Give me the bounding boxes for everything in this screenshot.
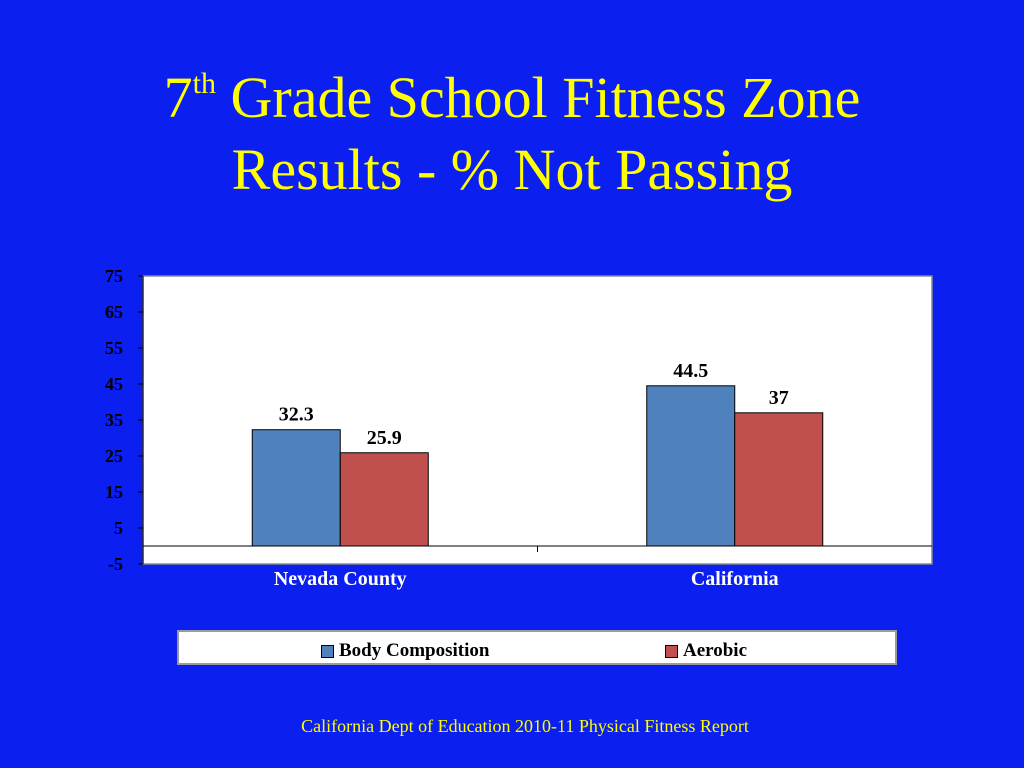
source-note: California Dept of Education 2010-11 Phy… <box>301 716 749 736</box>
chart-legend: Body Composition Aerobic <box>177 630 897 665</box>
bar-aerobic <box>734 412 824 547</box>
bar-aerobic <box>339 452 429 547</box>
bar-body-composition <box>646 385 736 547</box>
y-tick-label: 15 <box>105 482 123 502</box>
data-label: 25.9 <box>367 427 402 449</box>
legend-item-body-composition: Body Composition <box>321 640 489 662</box>
y-tick-label: 65 <box>105 302 123 322</box>
y-tick-label: 75 <box>105 266 123 286</box>
category-label: California <box>691 568 779 590</box>
y-tick-label: 25 <box>105 446 123 466</box>
title-text: Grade School Fitness Zone <box>216 65 861 130</box>
legend-swatch-body-composition <box>321 644 334 658</box>
y-tick-label: 45 <box>105 374 123 394</box>
y-tick-label: -5 <box>108 554 123 574</box>
legend-item-aerobic: Aerobic <box>665 640 747 662</box>
legend-label-body-composition: Body Composition <box>339 640 490 661</box>
category-label: Nevada County <box>274 568 407 590</box>
bar-body-composition <box>251 429 341 547</box>
data-label: 32.3 <box>279 404 314 426</box>
data-label: 37 <box>769 387 789 409</box>
y-tick-label: 55 <box>105 338 123 358</box>
legend-label-aerobic: Aerobic <box>683 640 748 661</box>
legend-swatch-aerobic <box>665 644 678 658</box>
y-tick-label: 5 <box>114 518 123 538</box>
title-superscript: th <box>192 67 216 100</box>
data-label: 44.5 <box>673 360 708 382</box>
y-tick-label: 35 <box>105 410 123 430</box>
title-line-2: Results - % Not Passing <box>231 137 793 202</box>
title-number: 7 <box>163 65 193 130</box>
slide-title: 7th Grade School Fitness Zone Results - … <box>0 62 1024 206</box>
